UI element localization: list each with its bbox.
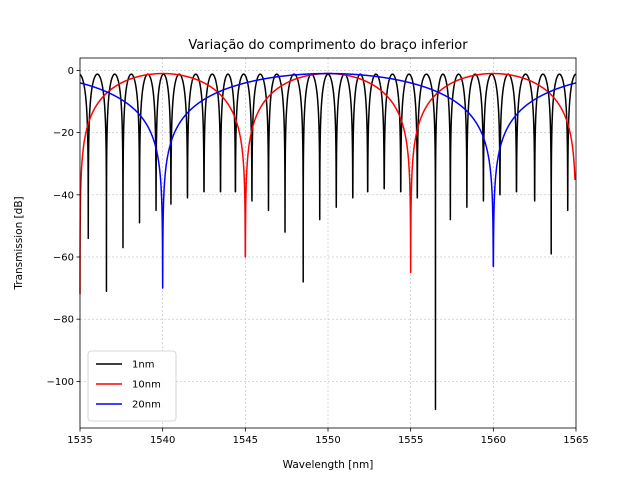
y-tick-label: −80: [53, 315, 74, 326]
legend-label: 10nm: [132, 380, 161, 391]
y-tick-label: −20: [53, 128, 74, 139]
series-layer: [79, 72, 577, 411]
legend: 1nm 10nm 20nm: [87, 350, 177, 422]
chart-title: Variação do comprimento do braço inferio…: [188, 38, 468, 53]
legend-label: 1nm: [132, 360, 154, 371]
x-tick-label: 1565: [563, 435, 588, 446]
y-tick-label: −100: [47, 377, 74, 388]
x-tick-label: 1535: [67, 435, 92, 446]
y-tick-label: −60: [53, 252, 74, 263]
legend-label: 20nm: [132, 400, 161, 411]
y-axis-label: Transmission [dB]: [13, 196, 25, 290]
y-tick-label: 0: [68, 66, 74, 77]
tick-layer: 1535 1540 1545 1550 1555 1560 1565 0 −20 −40 −60 −8…: [47, 66, 589, 446]
x-tick-label: 1540: [150, 435, 175, 446]
y-tick-label: −40: [53, 190, 74, 201]
x-tick-label: 1555: [398, 435, 423, 446]
x-axis-label: Wavelength [nm]: [283, 459, 374, 471]
series-line-20nm: [79, 72, 577, 289]
x-tick-label: 1560: [481, 435, 506, 446]
x-tick-label: 1545: [233, 435, 258, 446]
x-tick-label: 1550: [315, 435, 340, 446]
